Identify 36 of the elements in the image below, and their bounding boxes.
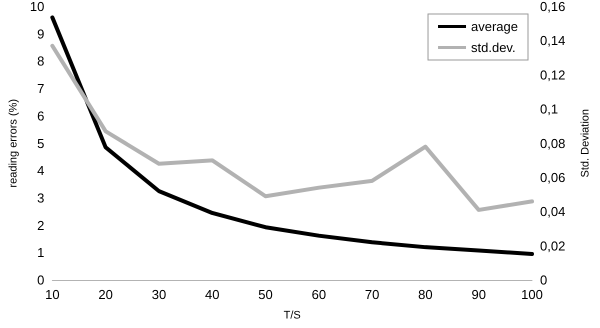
y-tick-label: 4 [37, 163, 44, 178]
y-tick-label: 10 [30, 0, 44, 14]
y-tick-label: 3 [37, 190, 44, 206]
x-tick-label: 40 [205, 287, 220, 302]
y2-tick-label: 0 [540, 272, 548, 288]
y-tick-label: 5 [37, 136, 44, 151]
x-tick-label: 80 [418, 287, 433, 302]
line-series [50, 44, 534, 212]
y2-tick-label: 0,02 [540, 238, 566, 254]
legend-label: std.dev. [471, 40, 516, 55]
y-tick-label: 7 [37, 81, 44, 96]
y-tick-label: 9 [37, 26, 44, 42]
x-tick-label: 90 [471, 287, 486, 302]
x-tick-label: 100 [521, 287, 543, 302]
x-axis-title: T/S [284, 310, 301, 322]
x-tick-label: 70 [364, 287, 380, 302]
x-tick-label: 50 [258, 287, 273, 302]
y2-axis-title: Std. Deviation [580, 109, 592, 178]
y2-tick-label: 0,04 [540, 204, 566, 220]
y-tick-label: 1 [37, 245, 44, 260]
legend-label: average [471, 19, 518, 34]
y2-tick-label: 0,16 [540, 0, 566, 14]
x-tick-label: 60 [312, 287, 326, 302]
y2-tick-label: 0,1 [540, 102, 558, 117]
x-tick-label: 20 [98, 287, 113, 302]
y2-tick-label: 0,06 [540, 170, 566, 185]
line-series [50, 15, 534, 256]
y-axis-title: reading errors (%) [8, 98, 20, 188]
y-tick-label: 0 [37, 272, 44, 288]
y-tick-label: 2 [37, 218, 44, 233]
y2-tick-label: 0,14 [540, 33, 566, 48]
y-tick-label: 8 [37, 54, 44, 69]
y2-tick-label: 0,08 [540, 136, 566, 151]
y-tick-label: 6 [37, 108, 44, 124]
y2-tick-label: 0,12 [540, 67, 566, 82]
x-tick-label: 30 [152, 287, 166, 302]
